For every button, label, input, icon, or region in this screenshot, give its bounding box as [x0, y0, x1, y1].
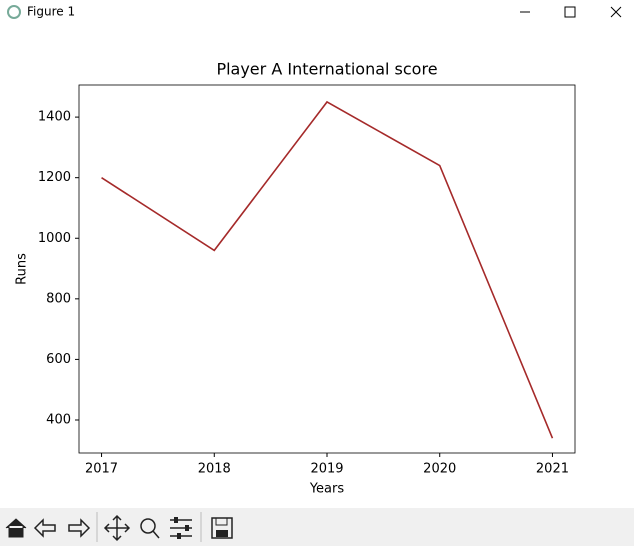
x-tick-label: 2017 — [85, 462, 118, 477]
zoom-button[interactable] — [140, 518, 160, 539]
maximize-button[interactable] — [564, 6, 576, 18]
save-button[interactable] — [211, 517, 233, 539]
x-axis-label: Years — [309, 482, 345, 497]
close-button[interactable] — [610, 6, 622, 18]
app-icon — [7, 5, 21, 19]
y-tick-label: 600 — [46, 352, 71, 367]
line-series — [101, 100, 554, 439]
y-axis-label: Runs — [15, 253, 30, 285]
x-tick-label: 2021 — [536, 462, 569, 477]
home-button[interactable] — [5, 518, 27, 538]
y-tick-label: 1400 — [38, 110, 71, 125]
back-button[interactable] — [33, 518, 56, 538]
y-tick-label: 800 — [46, 291, 71, 306]
forward-button[interactable] — [68, 518, 91, 538]
y-tick-label: 1000 — [38, 231, 71, 246]
plot-frame — [78, 84, 576, 454]
pan-button[interactable] — [103, 514, 131, 542]
x-tick-label: 2019 — [310, 462, 343, 477]
y-tick-label: 1200 — [38, 170, 71, 185]
toolbar — [0, 508, 634, 546]
configure-button[interactable] — [170, 517, 192, 539]
title-bar — [0, 0, 634, 24]
y-tick-label: 400 — [46, 412, 71, 427]
chart-title: Player A International score — [216, 60, 437, 79]
window-title: Figure 1 — [27, 5, 75, 19]
chart: Player A International score Years Runs … — [15, 60, 576, 497]
x-tick-label: 2020 — [423, 462, 456, 477]
x-tick-label: 2018 — [198, 462, 231, 477]
